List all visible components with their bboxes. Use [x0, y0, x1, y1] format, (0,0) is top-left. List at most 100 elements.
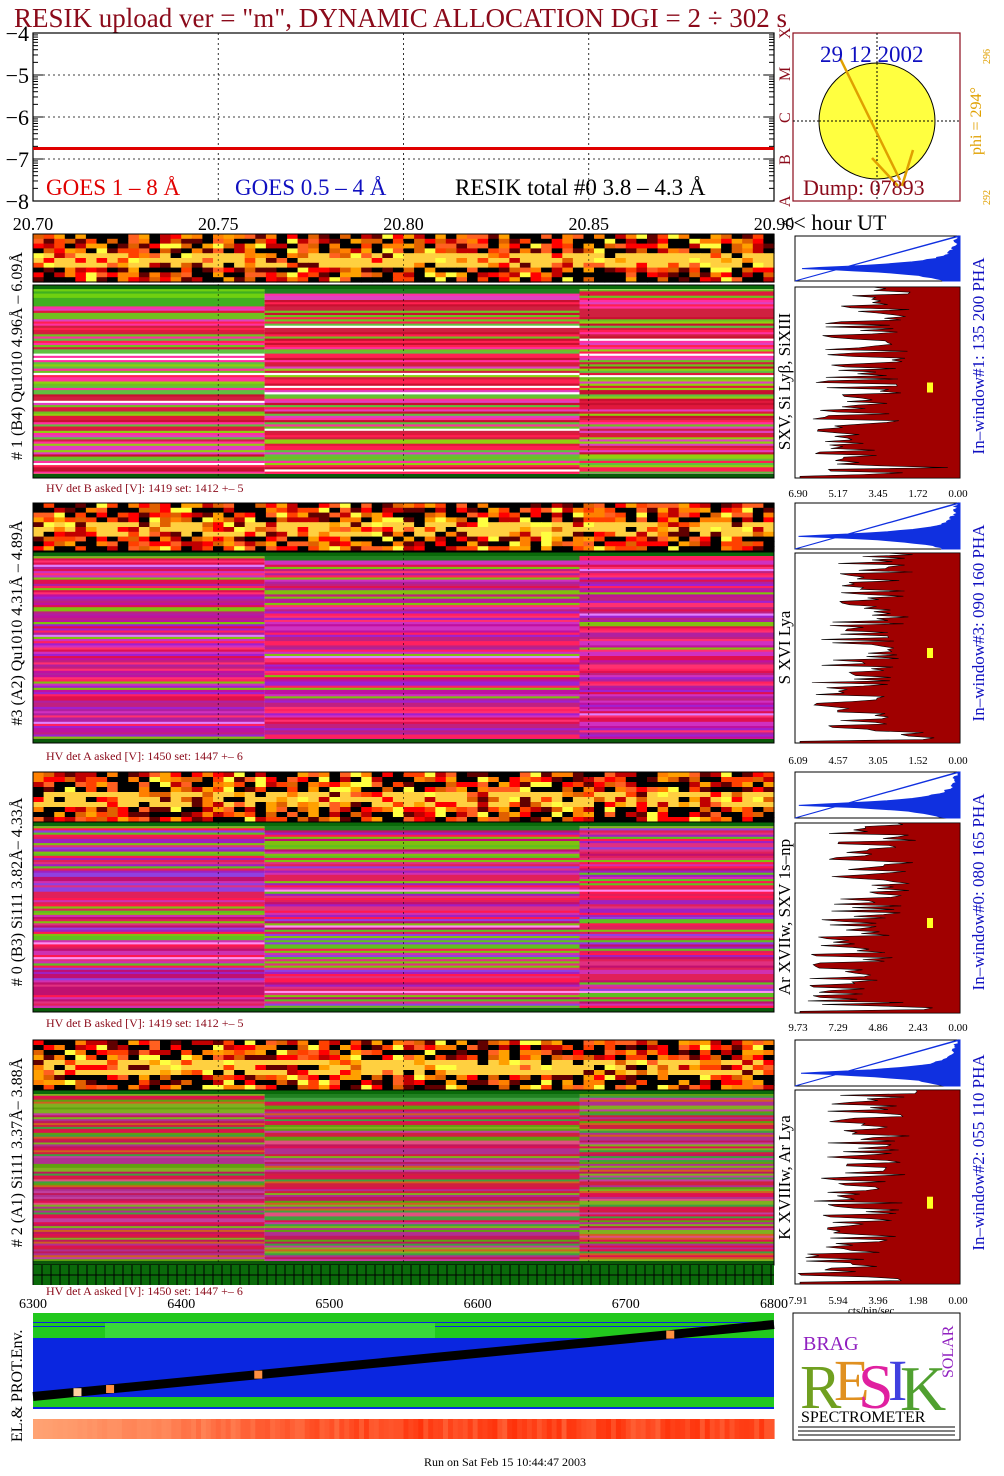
ratio-cell: [234, 817, 246, 823]
ratio-cell: [234, 507, 246, 514]
spectrogram-stripe: [264, 1218, 580, 1221]
envelope-strip-cell: [586, 1419, 592, 1439]
spectrogram-stripe: [579, 955, 774, 958]
ratio-cell: [594, 253, 606, 259]
spectrogram-stripe: [33, 400, 265, 404]
pha-tick-label: 3.05: [868, 755, 888, 767]
ratio-cell: [742, 1045, 754, 1051]
ratio-cell: [382, 267, 394, 273]
spectrogram-stripe: [579, 700, 774, 704]
ratio-cell: [742, 1065, 754, 1071]
ratio-cell: [33, 782, 45, 788]
ratio-cell: [54, 1045, 66, 1051]
ratio-cell: [191, 802, 203, 808]
spectrogram-stripe: [579, 424, 774, 427]
ratio-cell: [445, 772, 457, 778]
ratio-cell: [742, 546, 754, 552]
ratio-cell: [276, 782, 288, 788]
ratio-cell: [297, 1080, 309, 1086]
ratio-cell: [191, 531, 203, 538]
ratio-cell: [138, 503, 151, 509]
ratio-cell: [710, 1050, 722, 1056]
ratio-cell: [752, 243, 764, 249]
ratio-cell: [594, 802, 606, 808]
ratio-cell: [170, 1075, 182, 1081]
spectrogram-stripe: [264, 422, 580, 425]
ratio-cell: [657, 238, 669, 245]
ratio-cell: [340, 1040, 352, 1046]
spectrogram-stripe: [264, 372, 580, 376]
spectrogram-stripe: [264, 843, 580, 846]
ratio-cell: [445, 1040, 457, 1046]
ratio-cell: [297, 234, 309, 240]
ratio-cell: [488, 522, 500, 528]
ratio-cell: [551, 507, 563, 514]
ratio-cell: [297, 792, 309, 798]
ratio-cell: [308, 512, 320, 518]
ratio-cell: [615, 787, 627, 793]
ratio-cell: [128, 782, 140, 788]
spectrogram-stripe: [33, 917, 265, 920]
ratio-cell: [689, 802, 701, 808]
ratio-cell: [530, 1065, 542, 1071]
spectrogram-stripe: [579, 592, 774, 595]
ratio-cell: [149, 812, 161, 818]
ratio-cell: [361, 527, 373, 533]
spectral-lines-label: SXV, Si Lyβ, SiXIII: [775, 313, 794, 451]
ratio-cell: [297, 258, 309, 264]
ratio-cell: [329, 262, 341, 269]
spectrogram-stripe: [579, 575, 774, 578]
ratio-cell: [551, 512, 563, 518]
spectrogram-stripe: [579, 927, 774, 931]
spectrogram-stripe: [264, 855, 580, 859]
ratio-cell: [594, 1075, 606, 1081]
spectrogram-stripe: [33, 1099, 265, 1103]
spectrogram-stripe: [264, 362, 580, 365]
ratio-cell: [244, 527, 256, 533]
ratio-cell: [752, 1045, 764, 1051]
ratio-cell: [403, 522, 415, 528]
ratio-cell: [541, 527, 553, 533]
ratio-cell: [710, 546, 722, 552]
ratio-cell: [33, 546, 45, 552]
spectrogram-stripe: [264, 619, 580, 623]
ratio-cell: [657, 258, 669, 264]
envelope-strip-cell: [596, 1419, 602, 1439]
ratio-cell: [297, 1070, 309, 1076]
ratio-cell: [371, 817, 383, 823]
ratio-cell: [445, 267, 457, 273]
ratio-cell: [551, 797, 563, 803]
spectrogram-stripe: [33, 1249, 265, 1252]
spectrogram-stripe: [33, 1111, 265, 1114]
ratio-cell: [191, 238, 203, 245]
spectrogram-stripe: [33, 969, 265, 973]
ratio-cell: [403, 817, 415, 823]
ratio-cell: [75, 531, 87, 538]
ratio-cell: [414, 817, 426, 823]
ratio-cell: [625, 277, 637, 283]
spectrogram-stripe: [264, 458, 580, 462]
ratio-cell: [445, 782, 457, 788]
spectrogram-stripe: [579, 345, 774, 348]
ratio-cell: [414, 1050, 426, 1056]
ratio-cell: [456, 1080, 468, 1086]
ratio-cell: [382, 522, 394, 528]
spectrogram-stripe: [264, 424, 580, 427]
ratio-cell: [509, 1050, 521, 1056]
ratio-cell: [477, 1060, 489, 1066]
spectrogram-stripe: [579, 726, 774, 729]
ratio-cell: [456, 541, 468, 547]
ratio-cell: [456, 777, 468, 783]
ratio-cell: [657, 797, 669, 803]
ratio-cell: [519, 1070, 532, 1076]
ratio-cell: [424, 272, 436, 278]
ratio-cell: [308, 253, 320, 259]
envelope-strip-cell: [462, 1419, 469, 1439]
ratio-cell: [128, 807, 140, 813]
spectrogram-stripe: [579, 607, 774, 610]
ratio-cell: [435, 272, 447, 278]
spectrogram-stripe: [264, 974, 580, 977]
ratio-cell: [572, 1075, 585, 1081]
spectrogram-stripe: [579, 1125, 774, 1128]
envelope-strip-cell: [72, 1419, 78, 1439]
